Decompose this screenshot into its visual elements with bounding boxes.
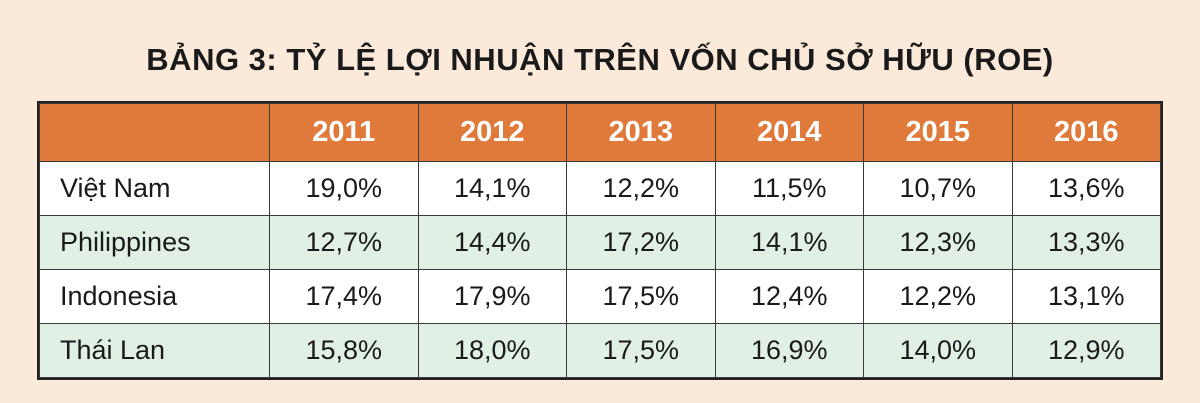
roe-value: 14,1% (417, 161, 567, 216)
roe-value: 10,7% (863, 161, 1013, 216)
year-header: 2011 (269, 103, 419, 162)
header-row: 2011 2012 2013 2014 2015 2016 (39, 103, 1161, 162)
roe-value: 14,4% (417, 215, 567, 270)
country-label: Việt Nam (39, 161, 270, 216)
year-header: 2016 (1011, 103, 1161, 162)
year-header: 2014 (714, 103, 864, 162)
roe-value: 19,0% (269, 161, 419, 216)
roe-value: 17,4% (269, 269, 419, 324)
country-label: Indonesia (39, 269, 270, 324)
year-header: 2015 (863, 103, 1013, 162)
roe-value: 15,8% (269, 323, 419, 378)
corner-cell (39, 103, 270, 162)
year-header: 2013 (566, 103, 716, 162)
roe-value: 12,4% (714, 269, 864, 324)
table-row: Indonesia 17,4% 17,9% 17,5% 12,4% 12,2% … (39, 269, 1161, 324)
roe-value: 11,5% (714, 161, 864, 216)
roe-value: 16,9% (714, 323, 864, 378)
roe-value: 12,2% (863, 269, 1013, 324)
table-row: Thái Lan 15,8% 18,0% 17,5% 16,9% 14,0% 1… (39, 323, 1161, 378)
roe-value: 17,5% (566, 323, 716, 378)
country-label: Philippines (39, 215, 270, 270)
roe-value: 13,3% (1011, 215, 1161, 270)
roe-value: 13,6% (1011, 161, 1161, 216)
table-title: BẢNG 3: TỶ LỆ LỢI NHUẬN TRÊN VỐN CHỦ SỞ … (146, 42, 1054, 77)
roe-table: 2011 2012 2013 2014 2015 2016 Việt Nam 1… (37, 101, 1163, 380)
table-row: Philippines 12,7% 14,4% 17,2% 14,1% 12,3… (39, 215, 1161, 270)
roe-value: 14,1% (714, 215, 864, 270)
roe-value: 13,1% (1011, 269, 1161, 324)
roe-value: 12,3% (863, 215, 1013, 270)
roe-value: 18,0% (417, 323, 567, 378)
table-row: Việt Nam 19,0% 14,1% 12,2% 11,5% 10,7% 1… (39, 161, 1161, 216)
roe-value: 12,9% (1011, 323, 1161, 378)
roe-value: 17,2% (566, 215, 716, 270)
roe-value: 12,2% (566, 161, 716, 216)
roe-value: 12,7% (269, 215, 419, 270)
year-header: 2012 (417, 103, 567, 162)
roe-value: 17,9% (417, 269, 567, 324)
roe-value: 14,0% (863, 323, 1013, 378)
country-label: Thái Lan (39, 323, 270, 378)
roe-value: 17,5% (566, 269, 716, 324)
